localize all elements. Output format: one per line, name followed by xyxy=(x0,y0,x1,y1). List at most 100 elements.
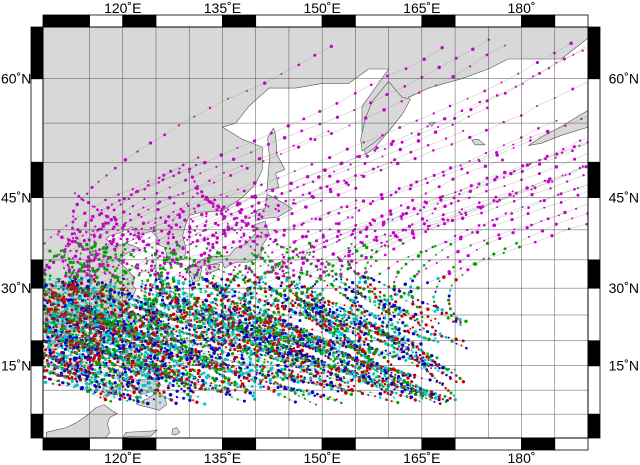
track-point xyxy=(241,219,245,223)
track-point xyxy=(215,165,218,168)
track-point xyxy=(223,245,227,250)
track-point xyxy=(104,283,108,287)
track-point xyxy=(309,379,313,382)
track-point xyxy=(208,255,213,259)
track-point xyxy=(175,240,178,244)
track-point xyxy=(73,254,78,259)
track-point xyxy=(94,225,97,228)
track-point xyxy=(186,371,189,374)
track-line xyxy=(43,376,128,401)
track-point xyxy=(171,235,175,240)
track-point xyxy=(317,297,319,299)
track-point xyxy=(294,239,297,242)
track-point xyxy=(248,360,252,364)
track-point xyxy=(101,381,104,384)
track-point xyxy=(477,224,481,227)
track-point xyxy=(144,299,148,303)
track-point xyxy=(562,148,565,151)
track-point xyxy=(193,276,196,279)
track-point xyxy=(318,375,321,378)
track-point xyxy=(437,185,441,189)
track-point xyxy=(349,163,352,166)
track-point xyxy=(226,358,230,362)
track-point xyxy=(453,116,457,120)
track-point xyxy=(78,336,81,340)
track-point xyxy=(69,249,72,252)
track-point xyxy=(393,158,397,162)
track-point xyxy=(208,179,211,182)
track-point xyxy=(291,249,295,253)
track-point xyxy=(345,278,349,281)
track-point xyxy=(434,367,437,370)
track-point xyxy=(114,222,119,226)
track-point xyxy=(336,179,340,184)
track-point xyxy=(66,384,69,387)
track-point xyxy=(410,349,413,351)
track-point xyxy=(292,144,295,147)
track-point xyxy=(117,390,122,395)
track-point xyxy=(274,305,277,308)
track-point xyxy=(300,271,304,275)
track-point xyxy=(46,335,50,339)
track-point xyxy=(260,231,263,234)
track-point xyxy=(129,310,132,313)
track-point xyxy=(465,346,468,350)
track-point xyxy=(373,148,377,152)
track-point xyxy=(259,256,263,260)
track-point xyxy=(327,303,330,306)
track-point xyxy=(323,279,326,282)
track-point xyxy=(266,352,270,355)
track-point xyxy=(208,264,211,268)
track-point xyxy=(255,368,259,372)
track-point xyxy=(425,219,429,222)
track-point xyxy=(456,249,460,254)
track-point xyxy=(297,373,300,376)
track-point xyxy=(220,254,223,258)
track-point xyxy=(82,238,86,243)
track-point xyxy=(61,305,64,309)
track-point xyxy=(432,173,436,177)
track-point xyxy=(444,137,448,140)
track-point xyxy=(314,303,319,308)
track-point xyxy=(310,294,314,298)
track-point xyxy=(491,218,494,222)
track-point xyxy=(93,279,97,283)
track-point xyxy=(307,230,310,233)
track-point xyxy=(336,256,339,259)
frame-bar-top xyxy=(521,14,556,28)
track-point xyxy=(193,180,196,183)
track-point xyxy=(293,311,298,315)
track-point xyxy=(166,241,170,245)
track-point xyxy=(168,381,172,385)
track-point xyxy=(205,247,209,250)
track-point xyxy=(492,252,496,256)
track-point xyxy=(240,236,243,239)
track-point xyxy=(389,317,393,322)
track-point xyxy=(66,381,69,384)
track-point xyxy=(397,187,401,190)
track-point xyxy=(328,228,331,231)
frame-bar-bottom xyxy=(155,437,223,451)
track-point xyxy=(112,208,116,212)
track-point xyxy=(390,297,394,301)
track-point xyxy=(238,307,242,311)
track-point xyxy=(222,171,225,174)
sakhalin-island xyxy=(266,127,286,191)
track-point xyxy=(105,268,109,272)
track-point xyxy=(141,282,144,285)
track-point xyxy=(454,191,457,194)
track-point xyxy=(459,164,462,167)
track-point xyxy=(242,189,246,193)
track-point xyxy=(340,278,343,281)
track-point xyxy=(118,346,122,351)
track-point xyxy=(105,385,108,388)
track-point xyxy=(521,206,524,208)
track-point xyxy=(392,350,396,354)
track-point xyxy=(327,356,330,360)
track-point xyxy=(440,371,444,375)
track-point xyxy=(151,254,154,257)
track-point xyxy=(279,245,283,249)
track-point xyxy=(285,250,289,254)
track-point xyxy=(257,217,260,221)
track-point xyxy=(434,317,437,320)
